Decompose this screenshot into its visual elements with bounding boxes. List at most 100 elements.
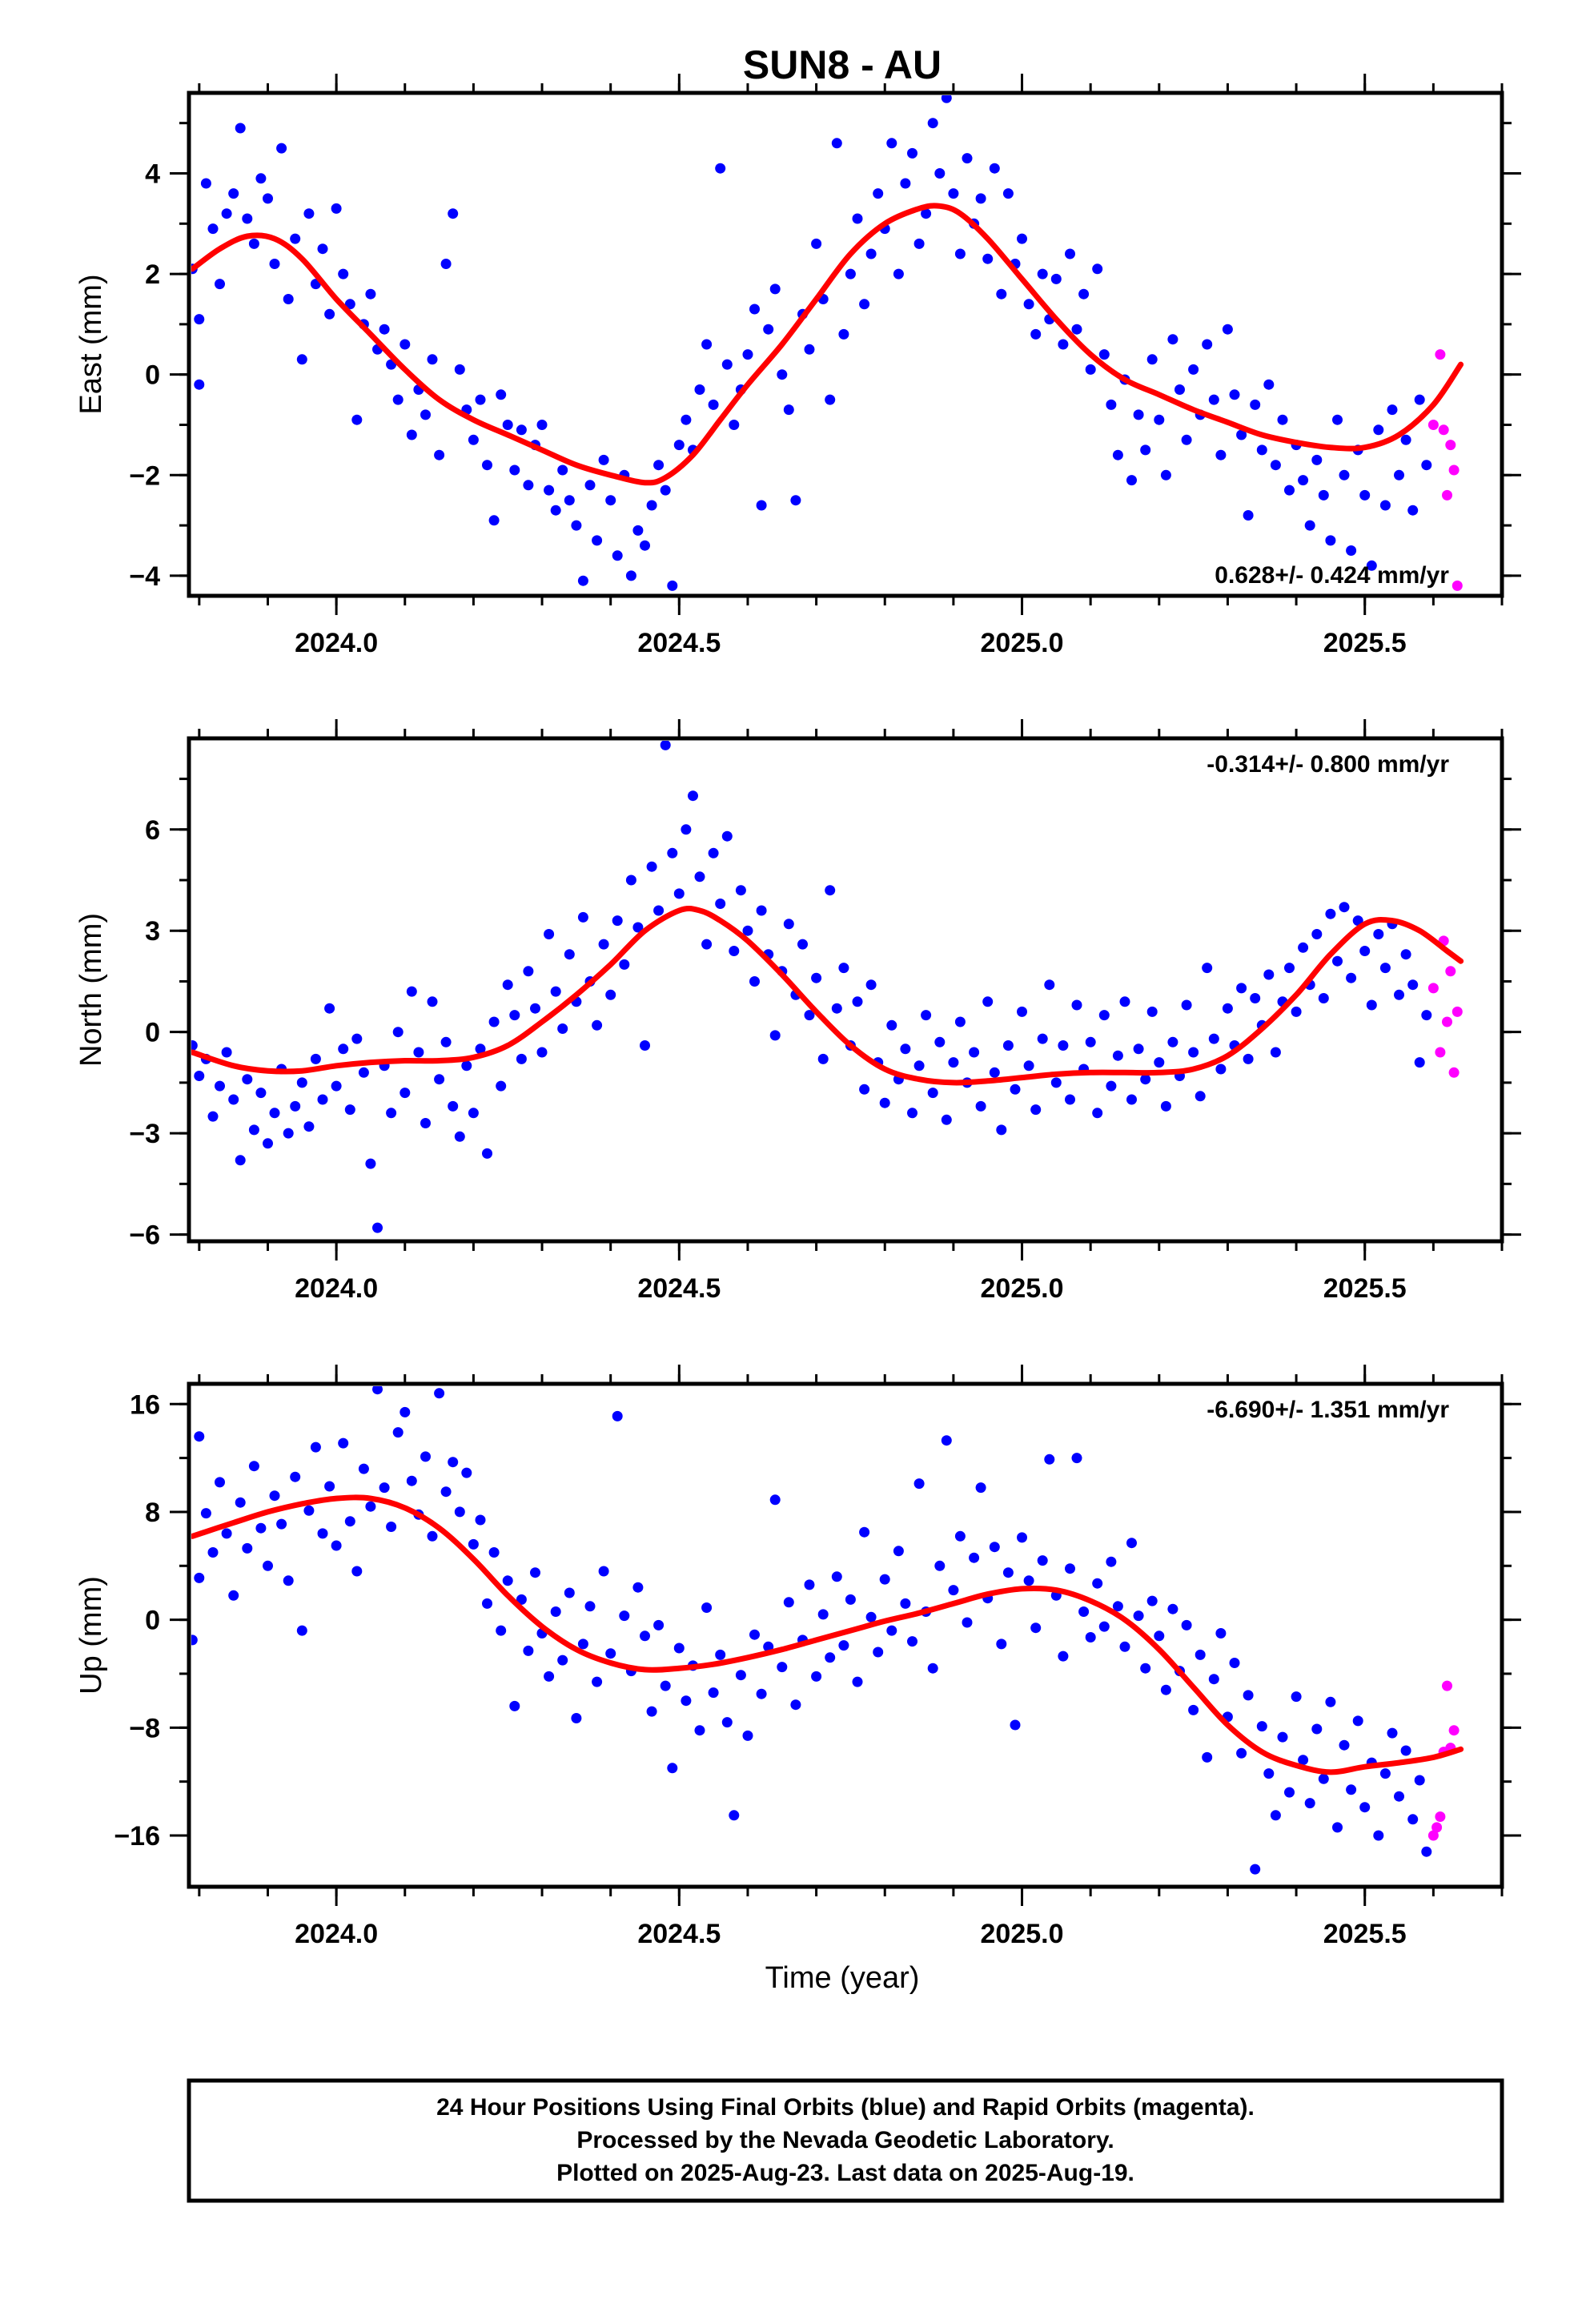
final-orbit-point bbox=[317, 1528, 328, 1539]
final-orbit-point bbox=[619, 959, 630, 970]
final-orbit-point bbox=[1325, 1696, 1336, 1707]
final-orbit-point bbox=[1050, 273, 1062, 284]
final-orbit-point bbox=[831, 138, 842, 149]
final-orbit-point bbox=[392, 1427, 404, 1438]
final-orbit-point bbox=[804, 1579, 815, 1590]
final-orbit-point bbox=[1167, 334, 1178, 345]
final-orbit-point bbox=[1421, 460, 1432, 471]
final-orbit-point bbox=[1174, 384, 1185, 395]
final-orbit-point bbox=[640, 1040, 650, 1051]
final-orbit-point bbox=[1030, 1622, 1042, 1634]
final-orbit-point bbox=[290, 233, 301, 244]
y-tick-label: −2 bbox=[129, 460, 160, 491]
final-orbit-point bbox=[516, 1594, 527, 1605]
final-orbit-point bbox=[831, 1571, 842, 1582]
final-orbit-point bbox=[475, 394, 486, 405]
final-orbit-point bbox=[1400, 434, 1411, 445]
final-orbit-point bbox=[248, 238, 259, 249]
final-orbit-point bbox=[660, 1680, 671, 1691]
final-orbit-point bbox=[324, 1481, 335, 1492]
final-orbit-point bbox=[207, 1547, 219, 1558]
final-orbit-point bbox=[509, 464, 520, 476]
final-orbit-point bbox=[962, 153, 973, 164]
rapid-orbit-point bbox=[1448, 1067, 1460, 1078]
final-orbit-point bbox=[386, 1108, 397, 1119]
final-orbit-point bbox=[825, 885, 836, 896]
final-orbit-point bbox=[1119, 996, 1130, 1007]
final-orbit-point bbox=[907, 1636, 917, 1647]
final-orbit-point bbox=[996, 288, 1007, 300]
final-orbit-point bbox=[962, 1617, 973, 1628]
final-orbit-point bbox=[248, 1124, 259, 1136]
final-orbit-point bbox=[989, 163, 1000, 174]
final-orbit-point bbox=[1023, 1060, 1034, 1072]
final-orbit-point bbox=[400, 339, 411, 350]
final-orbit-point bbox=[1359, 489, 1371, 501]
x-tick-label: 2025.5 bbox=[1323, 1273, 1407, 1304]
final-orbit-point bbox=[482, 460, 492, 471]
final-orbit-point bbox=[1167, 1036, 1178, 1047]
final-orbit-point bbox=[1030, 328, 1042, 340]
final-orbit-point bbox=[1106, 399, 1117, 410]
final-orbit-point bbox=[1236, 1747, 1247, 1759]
final-orbit-point bbox=[488, 515, 500, 526]
final-orbit-point bbox=[427, 996, 438, 1007]
final-orbit-point bbox=[1154, 1057, 1165, 1068]
rapid-orbit-point bbox=[1427, 983, 1439, 994]
final-orbit-point bbox=[1243, 1053, 1254, 1064]
final-orbit-point bbox=[191, 1634, 198, 1646]
final-orbit-point bbox=[1284, 963, 1295, 974]
final-orbit-point bbox=[1325, 535, 1336, 546]
final-orbit-point bbox=[1065, 1094, 1075, 1105]
final-orbit-point bbox=[1037, 1033, 1048, 1044]
final-orbit-point bbox=[564, 495, 575, 506]
final-orbit-point bbox=[954, 1016, 966, 1027]
final-orbit-point bbox=[790, 1699, 801, 1711]
final-orbit-point bbox=[221, 208, 232, 219]
final-orbit-point bbox=[434, 1074, 445, 1085]
final-orbit-point bbox=[1017, 233, 1027, 244]
final-orbit-point bbox=[1023, 299, 1034, 310]
final-orbit-point bbox=[194, 1572, 205, 1583]
final-orbit-point bbox=[194, 1071, 205, 1081]
chart-title: SUN8 - AU bbox=[743, 42, 942, 87]
final-orbit-point bbox=[1236, 983, 1247, 994]
x-tick-label: 2024.5 bbox=[637, 1919, 721, 1949]
east-rate-label: 0.628+/- 0.424 mm/yr bbox=[1215, 562, 1449, 589]
final-orbit-point bbox=[263, 1138, 273, 1149]
final-orbit-point bbox=[482, 1148, 492, 1159]
final-orbit-point bbox=[440, 1486, 452, 1498]
final-orbit-point bbox=[1002, 1040, 1014, 1051]
final-orbit-point bbox=[372, 1222, 383, 1233]
final-orbit-point bbox=[1098, 1010, 1110, 1021]
final-orbit-point bbox=[592, 1019, 603, 1031]
final-orbit-point bbox=[646, 861, 657, 872]
final-orbit-point bbox=[400, 1406, 411, 1417]
final-orbit-point bbox=[879, 1097, 890, 1108]
rapid-orbit-point bbox=[1435, 349, 1446, 360]
rapid-orbit-point bbox=[1431, 1822, 1443, 1833]
rapid-orbit-point bbox=[1448, 464, 1460, 476]
final-orbit-point bbox=[351, 1566, 363, 1577]
final-orbit-point bbox=[982, 996, 994, 1007]
final-orbit-point bbox=[338, 1043, 349, 1055]
final-orbit-point bbox=[1414, 1775, 1425, 1786]
final-orbit-point bbox=[1318, 489, 1329, 501]
final-orbit-point bbox=[1112, 1601, 1123, 1612]
final-orbit-point bbox=[673, 1642, 685, 1654]
final-orbit-point bbox=[735, 885, 746, 896]
final-orbit-point bbox=[1208, 1033, 1219, 1044]
final-orbit-point bbox=[544, 929, 555, 939]
footer-box: 24 Hour Positions Using Final Orbits (bl… bbox=[187, 2078, 1504, 2203]
final-orbit-point bbox=[625, 875, 636, 886]
final-orbit-point bbox=[263, 193, 273, 204]
y-tick-label: 3 bbox=[145, 916, 160, 947]
final-orbit-point bbox=[1092, 263, 1103, 275]
final-orbit-point bbox=[1140, 1663, 1151, 1674]
final-orbit-point bbox=[886, 138, 897, 149]
final-orbit-point bbox=[681, 414, 692, 425]
final-orbit-point bbox=[879, 1574, 890, 1585]
final-orbit-point bbox=[468, 1538, 479, 1550]
final-orbit-point bbox=[207, 1111, 219, 1122]
final-orbit-point bbox=[221, 1528, 232, 1539]
